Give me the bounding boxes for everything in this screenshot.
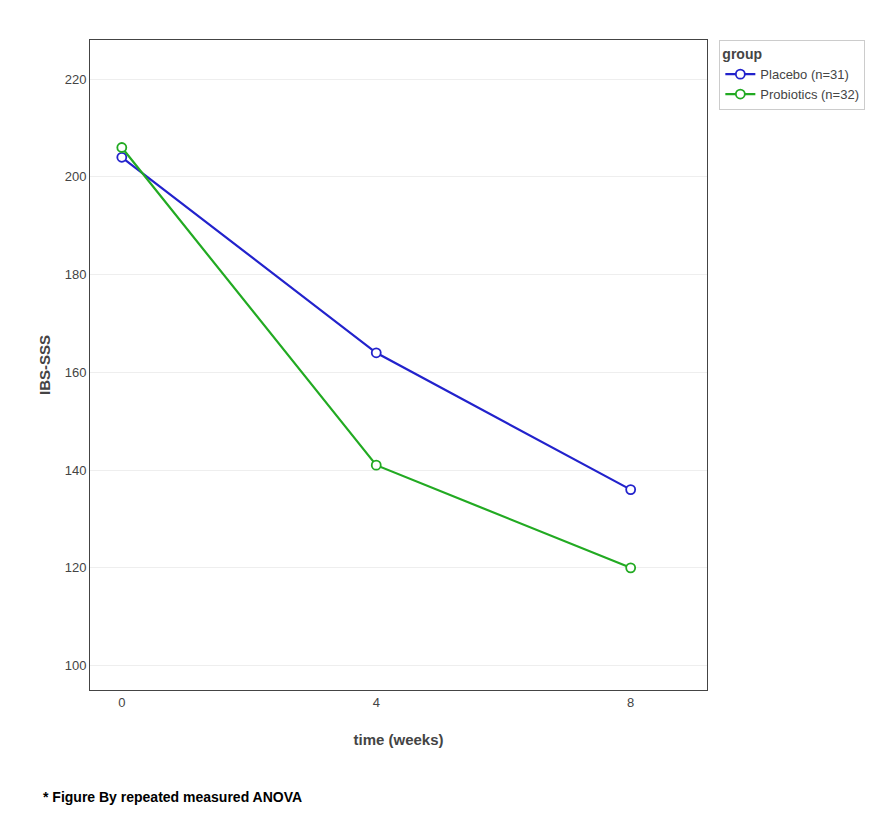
svg-text:Placebo (n=31): Placebo (n=31) xyxy=(760,67,849,82)
svg-text:120: 120 xyxy=(65,560,87,575)
svg-text:8: 8 xyxy=(627,695,634,710)
svg-text:time (weeks): time (weeks) xyxy=(353,731,443,748)
svg-text:180: 180 xyxy=(65,267,87,282)
svg-text:IBS-SSS: IBS-SSS xyxy=(36,335,53,395)
svg-text:160: 160 xyxy=(65,365,87,380)
svg-text:4: 4 xyxy=(373,695,380,710)
svg-text:Probiotics (n=32): Probiotics (n=32) xyxy=(760,87,859,102)
svg-text:140: 140 xyxy=(65,463,87,478)
svg-text:* Figure By repeated measured: * Figure By repeated measured ANOVA xyxy=(43,789,302,805)
svg-text:group: group xyxy=(722,46,762,62)
svg-text:220: 220 xyxy=(65,72,87,87)
svg-text:100: 100 xyxy=(65,658,87,673)
svg-text:200: 200 xyxy=(65,169,87,184)
svg-text:0: 0 xyxy=(118,695,125,710)
